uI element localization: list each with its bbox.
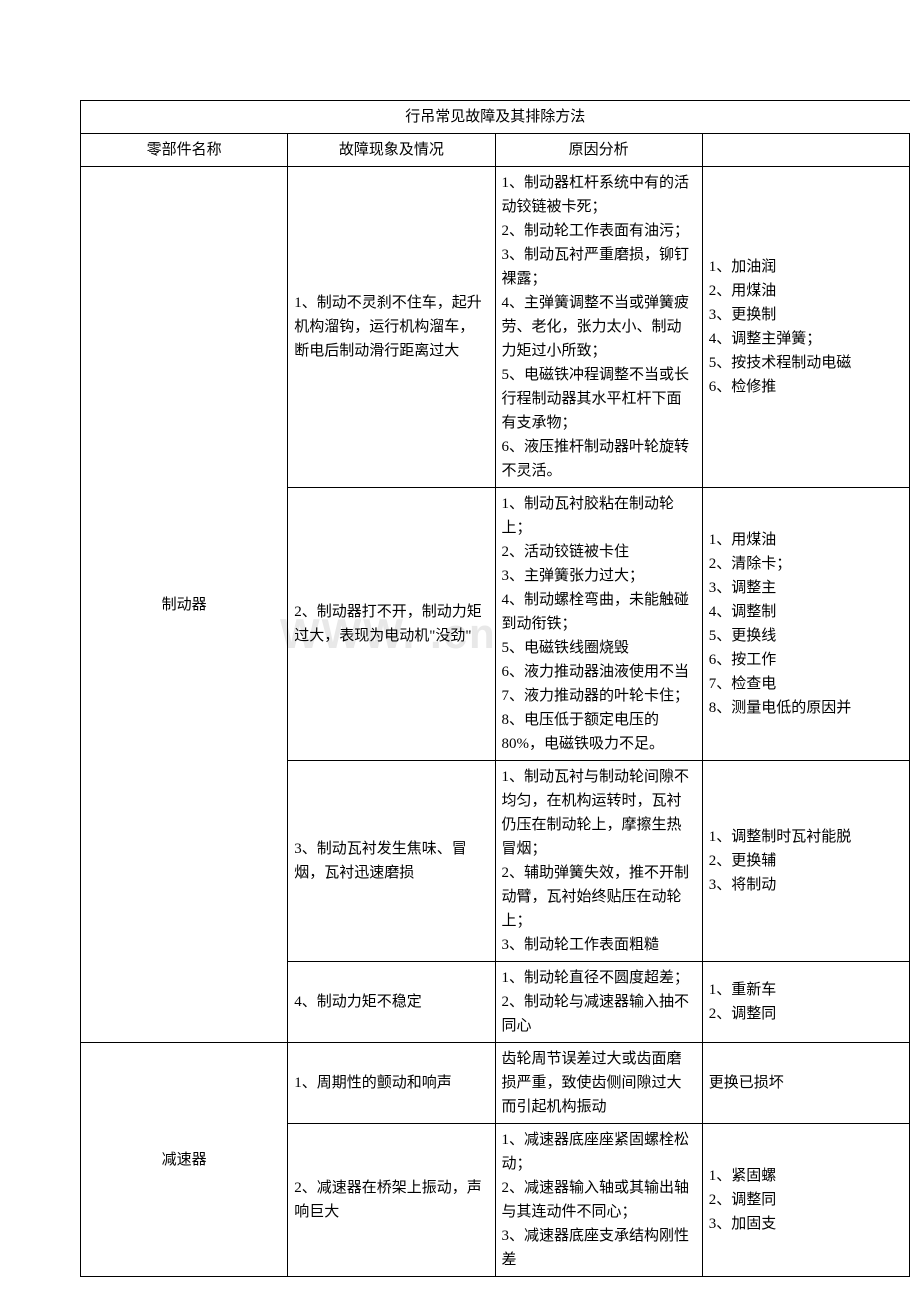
fault-table: 行吊常见故障及其排除方法 零部件名称 故障现象及情况 原因分析 制动器 1、制动…	[80, 100, 910, 1277]
cause-cell: 齿轮周节误差过大或齿面磨损严重，致使齿侧间隙过大而引起机构振动	[495, 1043, 702, 1124]
solution-cell: 更换已损坏	[702, 1043, 909, 1124]
solution-cell: 1、加油润 2、用煤油 3、更换制 4、调整主弹簧； 5、按技术程制动电磁 6、…	[702, 167, 909, 488]
part-name-cell: 制动器	[81, 167, 288, 1043]
header-row: 零部件名称 故障现象及情况 原因分析	[81, 134, 910, 167]
header-col4	[702, 134, 909, 167]
cause-cell: 1、减速器底座座紧固螺栓松动； 2、减速器输入轴或其输出轴与其连动件不同心； 3…	[495, 1124, 702, 1277]
table-row: 制动器 1、制动不灵刹不住车，起升机构溜钩，运行机构溜车，断电后制动滑行距离过大…	[81, 167, 910, 488]
phenomenon-cell: 1、制动不灵刹不住车，起升机构溜钩，运行机构溜车，断电后制动滑行距离过大	[288, 167, 495, 488]
cause-cell: 1、制动瓦衬与制动轮间隙不均匀，在机构运转时，瓦衬仍压在制动轮上，摩擦生热冒烟；…	[495, 761, 702, 962]
phenomenon-cell: 3、制动瓦衬发生焦味、冒烟，瓦衬迅速磨损	[288, 761, 495, 962]
table-row: 减速器 1、周期性的颤动和响声 齿轮周节误差过大或齿面磨损严重，致使齿侧间隙过大…	[81, 1043, 910, 1124]
solution-cell: 1、紧固螺 2、调整同 3、加固支	[702, 1124, 909, 1277]
header-col2: 故障现象及情况	[288, 134, 495, 167]
phenomenon-cell: 2、制动器打不开，制动力矩过大，表现为电动机"没劲"	[288, 488, 495, 761]
header-col1: 零部件名称	[81, 134, 288, 167]
title-row: 行吊常见故障及其排除方法	[81, 101, 910, 134]
phenomenon-cell: 2、减速器在桥架上振动，声响巨大	[288, 1124, 495, 1277]
solution-cell: 1、重新车 2、调整同	[702, 962, 909, 1043]
phenomenon-cell: 4、制动力矩不稳定	[288, 962, 495, 1043]
phenomenon-cell: 1、周期性的颤动和响声	[288, 1043, 495, 1124]
part-name-cell: 减速器	[81, 1043, 288, 1277]
cause-cell: 1、制动器杠杆系统中有的活动铰链被卡死； 2、制动轮工作表面有油污； 3、制动瓦…	[495, 167, 702, 488]
header-col3: 原因分析	[495, 134, 702, 167]
cause-cell: 1、制动轮直径不圆度超差； 2、制动轮与减速器输入抽不同心	[495, 962, 702, 1043]
solution-cell: 1、用煤油 2、清除卡； 3、调整主 4、调整制 5、更换线 6、按工作 7、检…	[702, 488, 909, 761]
solution-cell: 1、调整制时瓦衬能脱 2、更换辅 3、将制动	[702, 761, 909, 962]
table-title: 行吊常见故障及其排除方法	[81, 101, 910, 134]
cause-cell: 1、制动瓦衬胶粘在制动轮上； 2、活动铰链被卡住 3、主弹簧张力过大； 4、制动…	[495, 488, 702, 761]
